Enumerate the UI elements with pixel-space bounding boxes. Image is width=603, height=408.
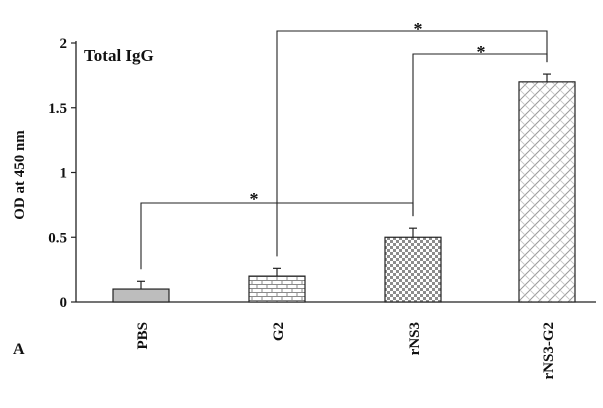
x-category-label: rNS3-G2 [541,322,557,380]
significance-bracket [276,30,548,257]
y-tick-label: 0 [60,295,68,311]
x-category-label: G2 [271,322,287,341]
bar-pbs [112,288,170,303]
x-category-label: rNS3 [407,322,423,355]
bar-g2 [248,275,306,303]
bar-rns3-g2 [518,81,576,303]
panel-label: A [13,341,25,358]
significance-bracket [412,53,548,217]
y-tick-label: 2 [60,36,68,52]
plot-area: 0 0.5 1 1.5 2 PBS G2 rNS3 rNS3-G2 * * * [48,19,596,380]
significance-star: * [250,189,259,209]
y-tick-label: 1 [60,166,68,182]
y-tick-label: 0.5 [48,230,67,246]
significance-star: * [477,42,486,62]
y-axis-title: OD at 450 nm [12,130,28,220]
significance-star: * [414,19,423,39]
bar-rns3 [384,236,442,303]
chart-inset-title: Total IgG [84,46,154,65]
x-category-label: PBS [135,322,151,350]
y-tick-label: 1.5 [48,101,67,117]
